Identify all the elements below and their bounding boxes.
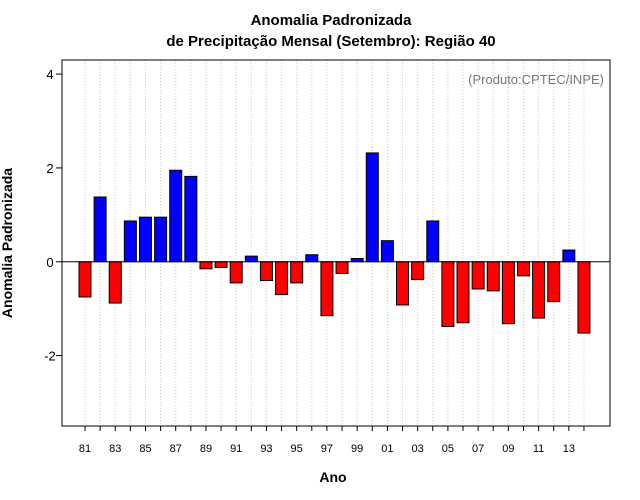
x-tick-label-87: 87 — [170, 443, 182, 455]
x-tick-label-95: 95 — [291, 443, 303, 455]
x-tick-label-97: 97 — [321, 443, 333, 455]
y-tick-label: 2 — [46, 161, 53, 176]
bar-00 — [365, 152, 379, 263]
bar-93 — [259, 261, 273, 282]
bar-01 — [380, 240, 394, 263]
bar-85 — [138, 216, 152, 263]
x-tick-label-85: 85 — [139, 443, 151, 455]
bar-88 — [184, 175, 198, 263]
bar-89 — [199, 261, 213, 270]
x-tick-label-81: 81 — [79, 443, 91, 455]
bars — [78, 152, 591, 334]
bar-09 — [501, 261, 515, 325]
bar-05 — [441, 261, 455, 328]
bar-91 — [229, 261, 243, 284]
bar-08 — [486, 261, 500, 292]
bar-81 — [78, 261, 92, 298]
bar-95 — [290, 261, 304, 284]
bar-04 — [426, 220, 440, 263]
bar-03 — [411, 261, 425, 281]
bar-98 — [335, 261, 349, 274]
x-tick-label-11: 11 — [533, 443, 544, 455]
y-axis-label: Anomalia Padronizada — [0, 168, 15, 318]
bar-86 — [154, 216, 168, 263]
bar-82 — [93, 196, 107, 263]
credit-annotation: (Produto:CPTEC/INPE) — [468, 72, 604, 87]
x-tick-label-93: 93 — [260, 443, 272, 455]
bar-12 — [547, 261, 561, 303]
x-axis-label: Ano — [319, 469, 346, 485]
bar-02 — [396, 261, 410, 306]
x-tick-label-13: 13 — [563, 443, 575, 455]
x-tick-label-83: 83 — [109, 443, 121, 455]
bar-13 — [562, 249, 576, 263]
bar-84 — [123, 220, 137, 263]
bar-83 — [108, 261, 122, 304]
x-tick-label-99: 99 — [351, 443, 363, 455]
bar-96 — [305, 254, 319, 263]
chart-subtitle: de Precipitação Mensal (Setembro): Regiã… — [166, 33, 495, 50]
y-tick-label: 4 — [46, 67, 53, 82]
bar-06 — [456, 261, 470, 324]
bar-97 — [320, 261, 334, 317]
x-tick-label-91: 91 — [230, 443, 242, 455]
bar-94 — [275, 261, 289, 296]
chart-title: Anomalia Padronizada — [251, 12, 413, 29]
bar-90 — [214, 261, 228, 268]
bar-87 — [169, 169, 183, 263]
y-tick-label: 0 — [46, 255, 53, 270]
bar-10 — [516, 261, 530, 277]
bar-11 — [532, 261, 546, 319]
x-tick-label-03: 03 — [412, 443, 424, 455]
x-tick-label-07: 07 — [472, 443, 484, 455]
x-tick-label-01: 01 — [381, 443, 393, 455]
x-axis: 81 83 85 87 89 91 93 95 97 99 01 03 05 07 09 11 13 — [79, 426, 585, 455]
bar-92 — [244, 255, 258, 263]
x-tick-label-09: 09 — [502, 443, 514, 455]
y-axis: -2 0 2 4 — [44, 67, 62, 364]
bar-07 — [471, 261, 485, 290]
x-tick-label-05: 05 — [442, 443, 454, 455]
plot-frame — [61, 59, 611, 427]
bar-14 — [577, 261, 591, 334]
y-tick-label: -2 — [44, 349, 56, 364]
x-tick-label-89: 89 — [200, 443, 212, 455]
